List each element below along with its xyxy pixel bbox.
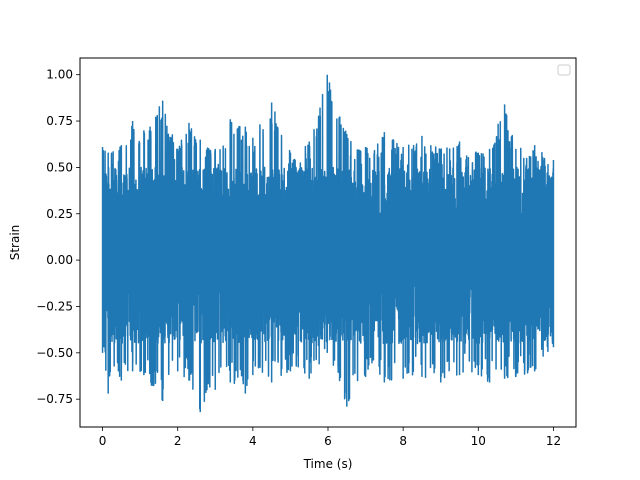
series-layer (101, 74, 555, 413)
x-axis: 0 2 4 6 8 10 12 (99, 427, 561, 448)
y-tick-label: 1.00 (46, 68, 73, 82)
x-tick-label: 4 (249, 434, 257, 448)
y-tick-label: 0.25 (46, 207, 73, 221)
y-tick-label: −0.50 (36, 346, 73, 360)
x-axis-label: Time (s) (303, 457, 353, 471)
legend-box[interactable] (557, 64, 571, 76)
y-tick-label: 0.75 (46, 114, 73, 128)
x-tick-label: 10 (471, 434, 486, 448)
y-axis: −0.75 −0.50 −0.25 0.00 0.25 0.50 0.75 1.00 (36, 68, 80, 406)
x-tick-label: 6 (324, 434, 332, 448)
x-tick-label: 0 (99, 434, 107, 448)
x-tick-label: 12 (546, 434, 561, 448)
y-axis-label: Strain (8, 225, 22, 261)
x-tick-label: 2 (174, 434, 182, 448)
y-tick-label: −0.25 (36, 299, 73, 313)
y-tick-label: −0.75 (36, 392, 73, 406)
series-line (101, 74, 555, 413)
y-tick-label: 0.00 (46, 253, 73, 267)
x-tick-label: 8 (399, 434, 407, 448)
y-tick-label: 0.50 (46, 160, 73, 174)
